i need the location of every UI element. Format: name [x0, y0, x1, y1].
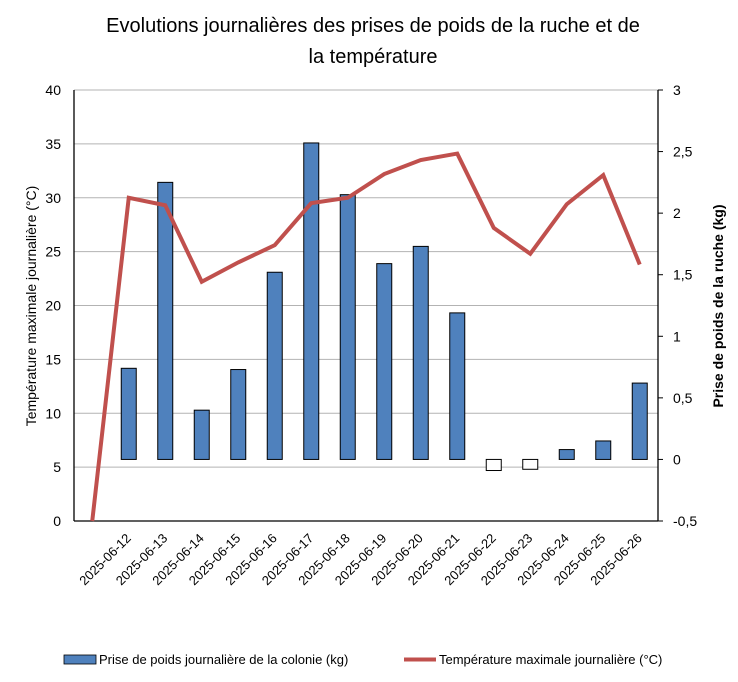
- bar-2025-06-25: [595, 440, 612, 460]
- line-series: [90, 151, 642, 522]
- bar-2025-06-19: [376, 263, 393, 460]
- bar-series: [120, 142, 648, 472]
- bar-2025-06-26: [631, 382, 648, 460]
- legend-bar-label: Prise de poids journalière de la colonie…: [99, 652, 348, 667]
- y-right-tick-label: 2: [673, 205, 681, 221]
- bar-2025-06-14: [193, 409, 210, 460]
- bar-2025-06-12: [120, 367, 137, 460]
- x-axis-ticks: 2025-06-122025-06-132025-06-142025-06-15…: [76, 531, 645, 589]
- bar-2025-06-15: [230, 369, 247, 460]
- bar-2025-06-13: [157, 181, 174, 460]
- y-left-tick-label: 0: [53, 513, 61, 529]
- bar-2025-06-23: [522, 458, 539, 470]
- bar-2025-06-20: [412, 245, 429, 460]
- y-left-tick-label: 35: [45, 136, 61, 152]
- y-right-tick-label: 1,5: [673, 267, 693, 283]
- y-right-tick-label: 1: [673, 328, 681, 344]
- y-left-tick-label: 30: [45, 190, 61, 206]
- right-axis-ticks: -0,5 0 0,5 1 1,5 2 2,5 3: [658, 82, 697, 529]
- left-axis-ticks: 0 5 10 15 20 25 30 35 40: [45, 82, 61, 529]
- chart-title-line-1: Evolutions journalières des prises de po…: [106, 15, 640, 37]
- y-right-tick-label: -0,5: [673, 513, 697, 529]
- temperature-line: [90, 151, 642, 522]
- y-right-tick-label: 0: [673, 451, 681, 467]
- chart-title: Evolutions journalières des prises de po…: [106, 15, 640, 68]
- y-left-tick-label: 25: [45, 244, 61, 260]
- chart-title-line-2: la température: [309, 46, 438, 68]
- y-left-tick-label: 40: [45, 82, 61, 98]
- y-axis-right-label: Prise de poids de la ruche (kg): [710, 204, 726, 407]
- legend-bar-swatch: [63, 654, 97, 665]
- bar-2025-06-16: [266, 271, 283, 460]
- axes: [73, 90, 659, 522]
- bar-2025-06-22: [485, 458, 502, 472]
- y-left-tick-label: 5: [53, 459, 61, 475]
- legend: Prise de poids journalière de la colonie…: [63, 652, 662, 667]
- y-right-tick-label: 2,5: [673, 144, 693, 160]
- y-right-tick-label: 0,5: [673, 390, 693, 406]
- y-left-tick-label: 15: [45, 351, 61, 367]
- bar-2025-06-17: [303, 142, 320, 460]
- bar-2025-06-21: [449, 312, 466, 460]
- y-axis-left-label: Température maximale journalière (°C): [23, 186, 39, 427]
- y-left-tick-label: 10: [45, 405, 61, 421]
- y-right-tick-label: 3: [673, 82, 681, 98]
- legend-line-label: Température maximale journalière (°C): [439, 652, 662, 667]
- bar-2025-06-24: [558, 449, 575, 460]
- bar-2025-06-18: [339, 194, 356, 460]
- y-left-tick-label: 20: [45, 298, 61, 314]
